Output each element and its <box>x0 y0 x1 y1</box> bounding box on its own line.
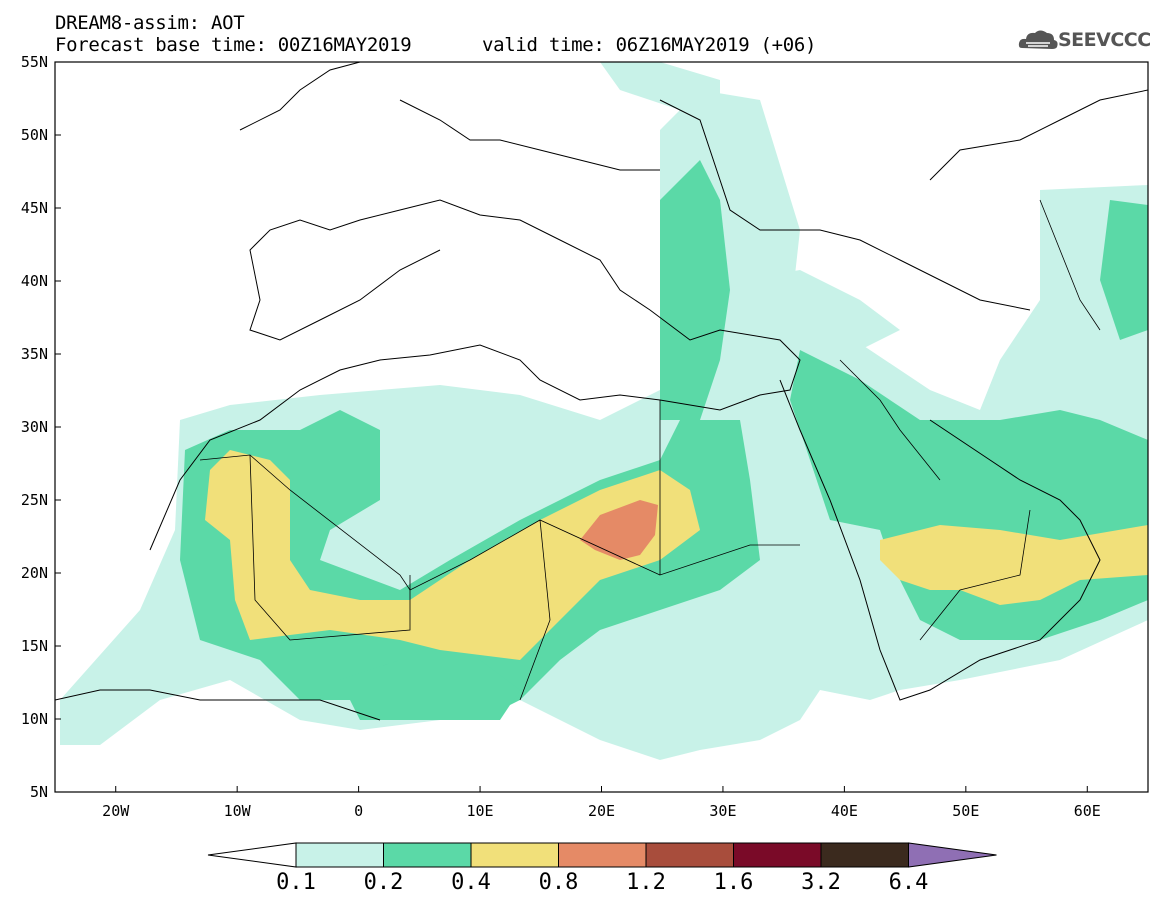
lat-tick-label: 25N <box>20 491 48 509</box>
valid-time-label: valid time: 06Z16MAY2019 (+06) <box>482 34 817 56</box>
borders <box>199 199 1101 701</box>
lon-tick-label: 50E <box>952 802 980 820</box>
colorbar-label: 0.1 <box>276 870 316 895</box>
colorbar-label: 0.8 <box>538 870 579 895</box>
lon-tick-label: 40E <box>830 802 858 820</box>
lat-tick-label: 10N <box>20 710 48 728</box>
lon-tick-label: 10E <box>466 802 494 820</box>
lat-tick-label: 45N <box>20 199 48 217</box>
lon-tick-label: 60E <box>1073 802 1101 820</box>
colorbar-segment <box>820 842 909 868</box>
colorbar-label: 3.2 <box>801 870 841 895</box>
colorbar-label: 6.4 <box>888 870 929 895</box>
colorbar-label: 1.2 <box>626 870 666 895</box>
colorbar-segment <box>733 842 822 868</box>
colorbar-label: 0.2 <box>363 870 404 895</box>
lat-tick-label: 35N <box>20 345 48 363</box>
lat-tick-label: 15N <box>20 637 48 655</box>
lat-tick-label: 40N <box>20 272 48 290</box>
lon-tick-label: 20W <box>102 802 130 820</box>
colorbar-label: 1.6 <box>713 870 754 895</box>
lat-tick-label: 50N <box>20 126 48 144</box>
colorbar-segment <box>558 842 647 868</box>
cloud-icon <box>1018 30 1058 49</box>
colorbar-underflow <box>207 842 297 868</box>
lat-tick-label: 5N <box>29 783 48 801</box>
colorbar-label: 0.4 <box>451 870 491 895</box>
colorbar <box>207 842 997 868</box>
lat-tick-label: 55N <box>20 53 48 71</box>
coastlines <box>55 62 1148 721</box>
colorbar-segment <box>295 842 384 868</box>
colorbar-segment <box>383 842 472 868</box>
lon-tick-label: 10W <box>223 802 251 820</box>
colorbar-segment <box>470 842 559 868</box>
lon-tick-label: 20E <box>587 802 616 820</box>
map-title: DREAM8-assim: AOT <box>55 12 245 34</box>
lat-tick-label: 20N <box>20 564 48 582</box>
lon-tick-label: 0 <box>354 802 364 820</box>
colorbar-segment <box>645 842 734 868</box>
lat-tick-label: 30N <box>20 418 48 436</box>
aot-level-0.4 <box>205 450 1148 660</box>
logo-text: SEEVCCC <box>1058 29 1151 51</box>
colorbar-overflow <box>908 842 997 868</box>
aot-level-0.8 <box>580 500 658 560</box>
lon-tick-label: 30E <box>709 802 737 820</box>
base-time-label: Forecast base time: 00Z16MAY2019 <box>55 34 412 56</box>
